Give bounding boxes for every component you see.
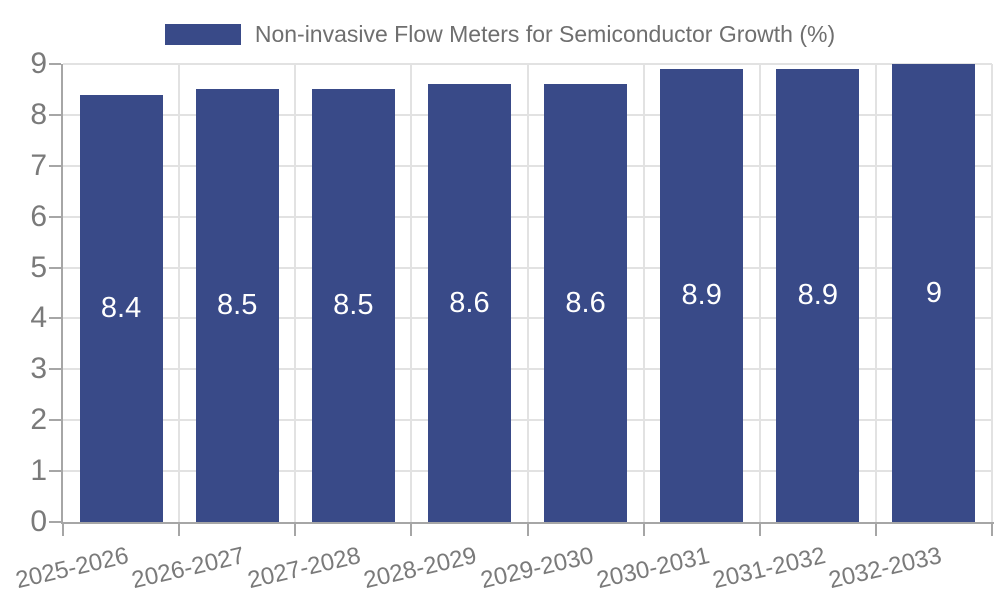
x-axis-line — [61, 522, 994, 524]
x-axis-tick — [526, 524, 529, 536]
bar-value-label: 8.4 — [100, 291, 142, 324]
bar-value-label: 9 — [925, 276, 942, 309]
y-axis-tick-label: 8 — [30, 97, 47, 131]
bar: 8.9 — [776, 69, 860, 522]
y-axis-tick — [49, 215, 61, 218]
bar-value-label: 8.5 — [333, 289, 374, 322]
y-axis-tick-label: 3 — [30, 352, 47, 386]
x-axis-tick — [178, 524, 181, 536]
gridline-vertical — [874, 64, 877, 522]
bar: 8.6 — [427, 84, 511, 522]
y-axis-tick — [49, 470, 61, 473]
bar: 9 — [892, 64, 976, 522]
y-axis-tick — [49, 164, 61, 167]
gridline-vertical — [991, 64, 993, 522]
y-axis-tick-label: 0 — [30, 505, 47, 538]
x-axis-tick — [294, 524, 297, 536]
y-axis-tick — [49, 368, 61, 371]
y-axis-line — [61, 64, 63, 524]
y-axis-tick — [49, 521, 61, 523]
bar-value-label: 8.9 — [797, 279, 838, 312]
y-axis-tick-label: 9 — [30, 47, 47, 80]
gridline-vertical — [410, 64, 413, 522]
bar: 8.5 — [195, 89, 279, 522]
y-axis-tick-label: 1 — [30, 454, 47, 488]
x-axis-tick — [410, 524, 413, 536]
x-axis-tick — [642, 524, 645, 536]
bar: 8.6 — [544, 84, 628, 522]
gridline-vertical — [294, 64, 297, 522]
gridline-vertical — [758, 64, 761, 522]
y-axis-tick — [49, 63, 61, 65]
gridline-vertical — [642, 64, 645, 522]
x-axis-tick — [62, 524, 64, 536]
y-axis-tick — [49, 266, 61, 269]
bar: 8.4 — [79, 94, 163, 522]
bar: 8.9 — [660, 69, 744, 522]
legend: Non-invasive Flow Meters for Semiconduct… — [0, 21, 1000, 48]
y-axis-tick-label: 4 — [30, 301, 47, 335]
y-axis-tick-label: 6 — [30, 199, 47, 233]
x-axis-tick — [758, 524, 761, 536]
plot-area: 0 1 2 3 4 5 6 7 8 9 8.4 2025-2026 8.5 2026-2027 8.5 202… — [13, 47, 994, 594]
x-axis-tick — [874, 524, 877, 536]
y-axis-tick — [49, 317, 61, 320]
gridline-vertical — [526, 64, 529, 522]
y-axis-tick — [49, 419, 61, 422]
legend-label: Non-invasive Flow Meters for Semiconduct… — [254, 21, 836, 47]
y-axis-tick — [49, 113, 61, 116]
y-axis-tick-label: 5 — [30, 250, 47, 284]
bar-value-label: 8.6 — [449, 286, 490, 319]
bar: 8.5 — [311, 89, 395, 522]
y-axis-tick-label: 7 — [30, 148, 47, 182]
gridline-vertical — [178, 64, 181, 522]
x-axis-tick — [991, 524, 993, 536]
bar-value-label: 8.6 — [565, 286, 606, 319]
y-axis-tick-label: 2 — [30, 403, 47, 437]
legend-swatch — [164, 24, 241, 45]
bar-value-label: 8.9 — [681, 279, 722, 312]
bar-value-label: 8.5 — [217, 289, 258, 322]
